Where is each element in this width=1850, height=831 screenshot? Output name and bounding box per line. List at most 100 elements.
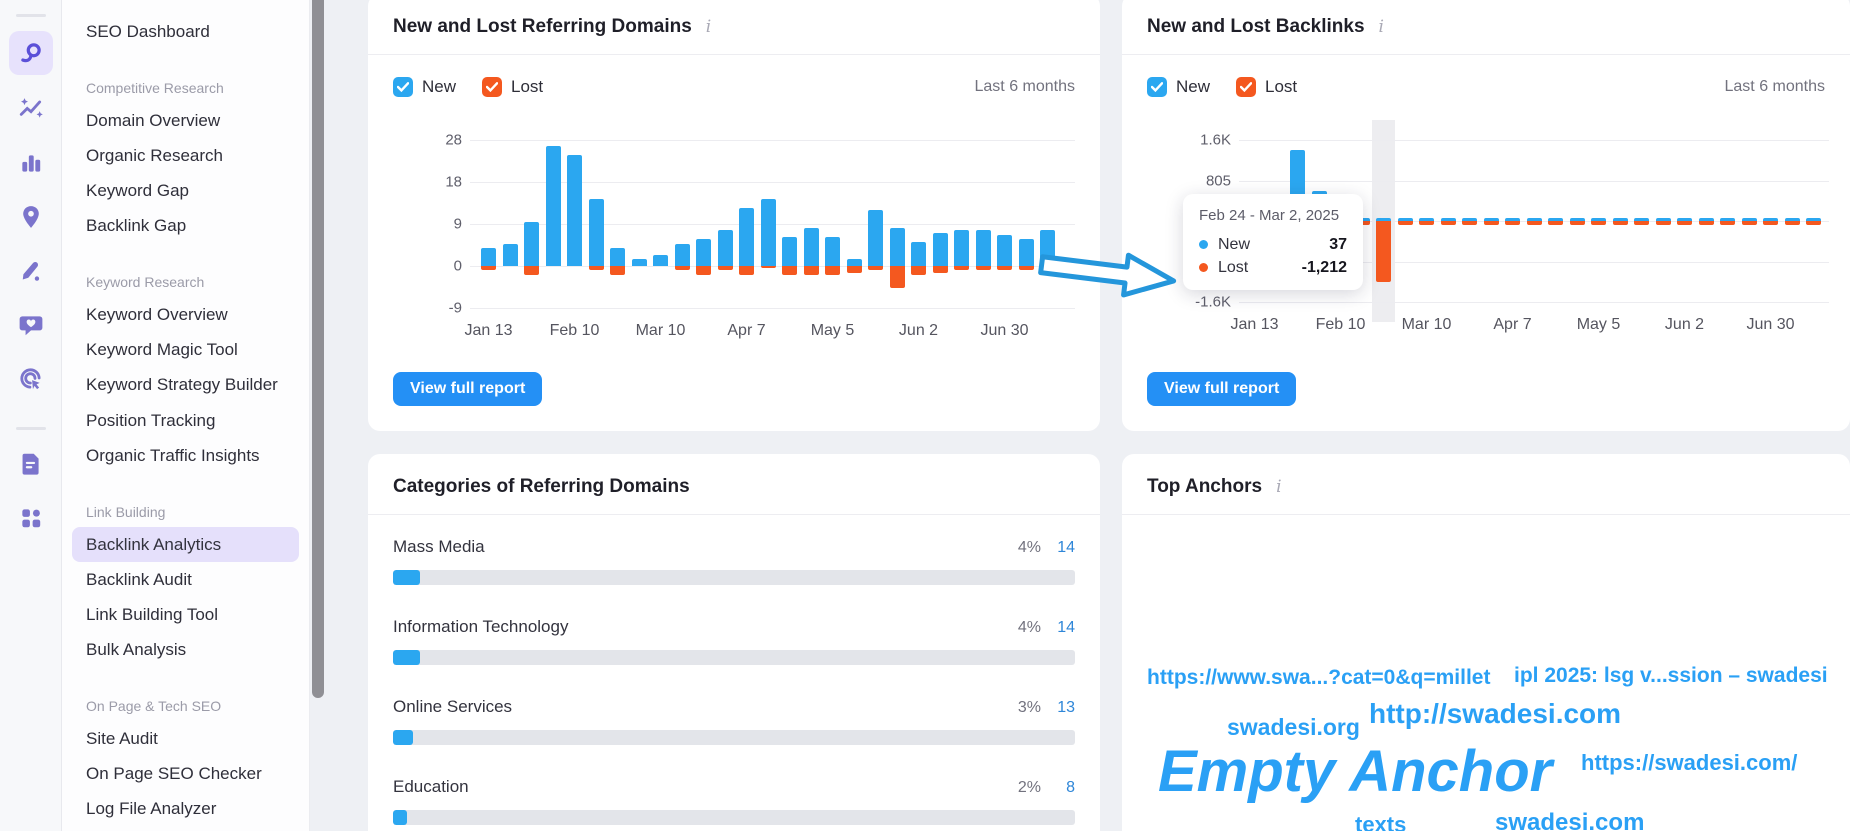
bar-lost[interactable]: [1720, 221, 1735, 225]
bar-lost[interactable]: [1741, 221, 1757, 225]
bar-new[interactable]: [1440, 217, 1456, 221]
bar-lost[interactable]: [1440, 221, 1456, 225]
analytics-bars-icon[interactable]: [9, 143, 53, 183]
apps-grid-icon[interactable]: [9, 498, 53, 538]
anchor-text[interactable]: http://swadesi.com: [1369, 698, 1622, 729]
bar-new[interactable]: [1720, 217, 1735, 221]
bar-new[interactable]: [932, 232, 948, 266]
bar-lost[interactable]: [868, 266, 883, 271]
info-icon[interactable]: i: [1378, 17, 1384, 37]
bar-new[interactable]: [1505, 217, 1520, 221]
bar-lost[interactable]: [524, 266, 539, 275]
bar-lost[interactable]: [1806, 221, 1821, 225]
bar-lost[interactable]: [1612, 221, 1628, 225]
bar-lost[interactable]: [954, 266, 969, 271]
info-icon[interactable]: i: [705, 17, 712, 37]
sidebar-item-backlink-gap[interactable]: Backlink Gap: [86, 216, 187, 235]
bar-new[interactable]: [1419, 217, 1434, 221]
bar-lost[interactable]: [889, 266, 905, 289]
bar-lost[interactable]: [911, 266, 926, 275]
bar-new[interactable]: [696, 239, 711, 266]
bar-lost[interactable]: [1763, 221, 1778, 225]
sidebar-item-link-building-tool[interactable]: Link Building Tool: [86, 605, 218, 624]
social-chat-heart-icon[interactable]: [9, 305, 53, 345]
bar-new[interactable]: [502, 243, 518, 266]
category-count-link[interactable]: 13: [1057, 699, 1075, 716]
bar-lost[interactable]: [1569, 221, 1585, 225]
sidebar-item-keyword-gap[interactable]: Keyword Gap: [86, 181, 189, 200]
bar-lost[interactable]: [1784, 221, 1800, 225]
bar-new[interactable]: [1462, 217, 1477, 221]
bar-new[interactable]: [674, 243, 690, 266]
bar-lost[interactable]: [1397, 221, 1413, 225]
bar-new[interactable]: [610, 248, 625, 266]
anchor-text[interactable]: swadesi.com: [1495, 809, 1645, 831]
sidebar-item-bulk-analysis[interactable]: Bulk Analysis: [86, 640, 187, 659]
bar-lost[interactable]: [1655, 221, 1671, 225]
bar-new[interactable]: [997, 234, 1012, 266]
anchor-text[interactable]: swadesi.org: [1227, 714, 1360, 740]
anchor-text[interactable]: https://swadesi.com/: [1581, 750, 1798, 775]
map-pin-icon[interactable]: [9, 197, 53, 237]
bar-lost[interactable]: [1040, 266, 1055, 271]
bar-new[interactable]: [524, 221, 539, 266]
sidebar-scrollbar[interactable]: [312, 0, 324, 698]
category-count-link[interactable]: 8: [1066, 779, 1075, 796]
bar-lost[interactable]: [825, 266, 840, 275]
bar-new[interactable]: [782, 237, 797, 266]
bar-new[interactable]: [1698, 217, 1714, 221]
anchor-text[interactable]: Empty Anchor: [1158, 739, 1553, 804]
bar-lost[interactable]: [932, 266, 948, 273]
anchor-text[interactable]: texts: [1355, 812, 1407, 831]
sidebar-item-backlink-audit[interactable]: Backlink Audit: [86, 570, 192, 589]
sidebar-item-seo-dashboard[interactable]: SEO Dashboard: [86, 22, 210, 41]
bar-new[interactable]: [911, 241, 926, 266]
sidebar-item-log-file-analyzer[interactable]: Log File Analyzer: [86, 799, 217, 818]
bar-lost[interactable]: [1018, 266, 1034, 271]
bar-new[interactable]: [1397, 217, 1413, 221]
bar-new[interactable]: [739, 208, 754, 266]
sidebar-item-keyword-overview[interactable]: Keyword Overview: [86, 305, 228, 324]
bar-lost[interactable]: [803, 266, 819, 275]
bar-new[interactable]: [1376, 217, 1391, 221]
view-full-report-button[interactable]: View full report: [1147, 372, 1297, 406]
sidebar-item-keyword-magic-tool[interactable]: Keyword Magic Tool: [86, 340, 238, 359]
bar-new[interactable]: [567, 154, 582, 266]
sidebar-item-domain-overview[interactable]: Domain Overview: [86, 111, 221, 130]
bar-lost[interactable]: [610, 266, 625, 275]
sidebar-item-keyword-strategy-builder[interactable]: Keyword Strategy Builder: [86, 375, 278, 394]
bar-lost[interactable]: [1376, 221, 1391, 283]
bar-lost[interactable]: [1419, 221, 1434, 225]
bar-lost[interactable]: [1526, 221, 1542, 225]
bar-new[interactable]: [631, 259, 647, 266]
bar-lost[interactable]: [674, 266, 690, 271]
trends-sparkles-icon[interactable]: [9, 89, 53, 129]
bar-new[interactable]: [1548, 217, 1563, 221]
bar-new[interactable]: [1806, 217, 1821, 221]
bar-lost[interactable]: [1483, 221, 1499, 225]
lost-checkbox[interactable]: [1236, 77, 1257, 97]
anchor-text[interactable]: ipl 2025: lsg v...ssion – swadesi: [1514, 664, 1828, 687]
view-full-report-button[interactable]: View full report: [393, 372, 543, 406]
content-pencil-icon[interactable]: [9, 251, 53, 291]
bar-new[interactable]: [1591, 217, 1606, 221]
bar-new[interactable]: [1741, 217, 1757, 221]
bar-new[interactable]: [846, 259, 862, 266]
bar-lost[interactable]: [1677, 221, 1692, 225]
bar-lost[interactable]: [1698, 221, 1714, 225]
bar-lost[interactable]: [1505, 221, 1520, 225]
bar-new[interactable]: [975, 230, 991, 266]
bar-new[interactable]: [1677, 217, 1692, 221]
category-count-link[interactable]: 14: [1057, 539, 1075, 556]
bar-lost[interactable]: [975, 266, 991, 271]
sidebar-item-organic-traffic-insights[interactable]: Organic Traffic Insights: [86, 446, 260, 465]
sidebar-item-organic-research[interactable]: Organic Research: [86, 146, 224, 165]
sidebar-item-site-audit[interactable]: Site Audit: [86, 729, 158, 748]
bar-new[interactable]: [1612, 217, 1628, 221]
bar-new[interactable]: [1763, 217, 1778, 221]
bar-new[interactable]: [954, 230, 969, 266]
bar-new[interactable]: [1655, 217, 1671, 221]
anchor-text[interactable]: https://www.swa...?cat=0&q=millet: [1147, 666, 1491, 689]
seo-toolkit-icon[interactable]: [8, 31, 53, 75]
bar-new[interactable]: [1569, 217, 1585, 221]
